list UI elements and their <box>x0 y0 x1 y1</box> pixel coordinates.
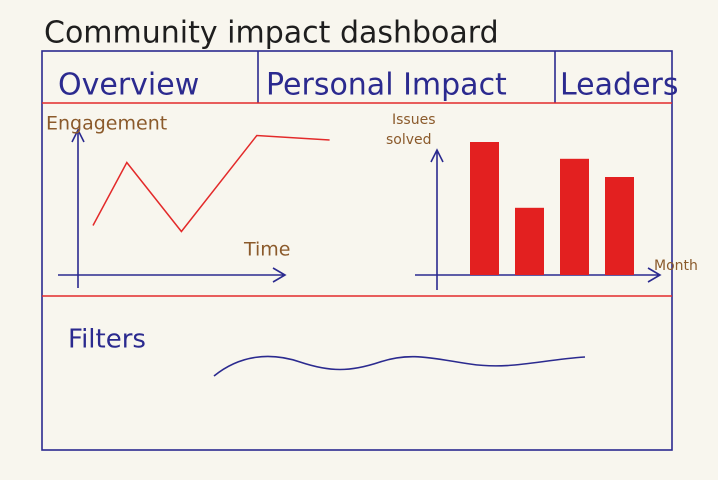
bar <box>470 142 499 275</box>
page-title: Community impact dashboard <box>44 16 499 51</box>
marks <box>92 134 634 275</box>
engagement-line <box>92 134 330 233</box>
tab[interactable]: Leaders <box>560 68 679 103</box>
frame <box>41 50 673 451</box>
y-axis-label: Issues <box>392 112 436 128</box>
y-axis-label: Engagement <box>46 113 167 135</box>
tab[interactable]: Overview <box>58 68 199 103</box>
bar <box>515 207 544 275</box>
filter-control-sketch[interactable] <box>213 355 586 377</box>
bar <box>560 158 589 275</box>
y-axis-label: solved <box>386 132 432 148</box>
tab[interactable]: Personal Impact <box>266 68 507 103</box>
x-axis-label: Month <box>654 258 698 274</box>
bar <box>605 177 634 275</box>
x-axis <box>58 267 287 283</box>
y-axis <box>71 128 85 288</box>
x-axis-label: Time <box>243 239 291 261</box>
filters-label: Filters <box>68 325 146 355</box>
y-axis <box>430 148 444 290</box>
